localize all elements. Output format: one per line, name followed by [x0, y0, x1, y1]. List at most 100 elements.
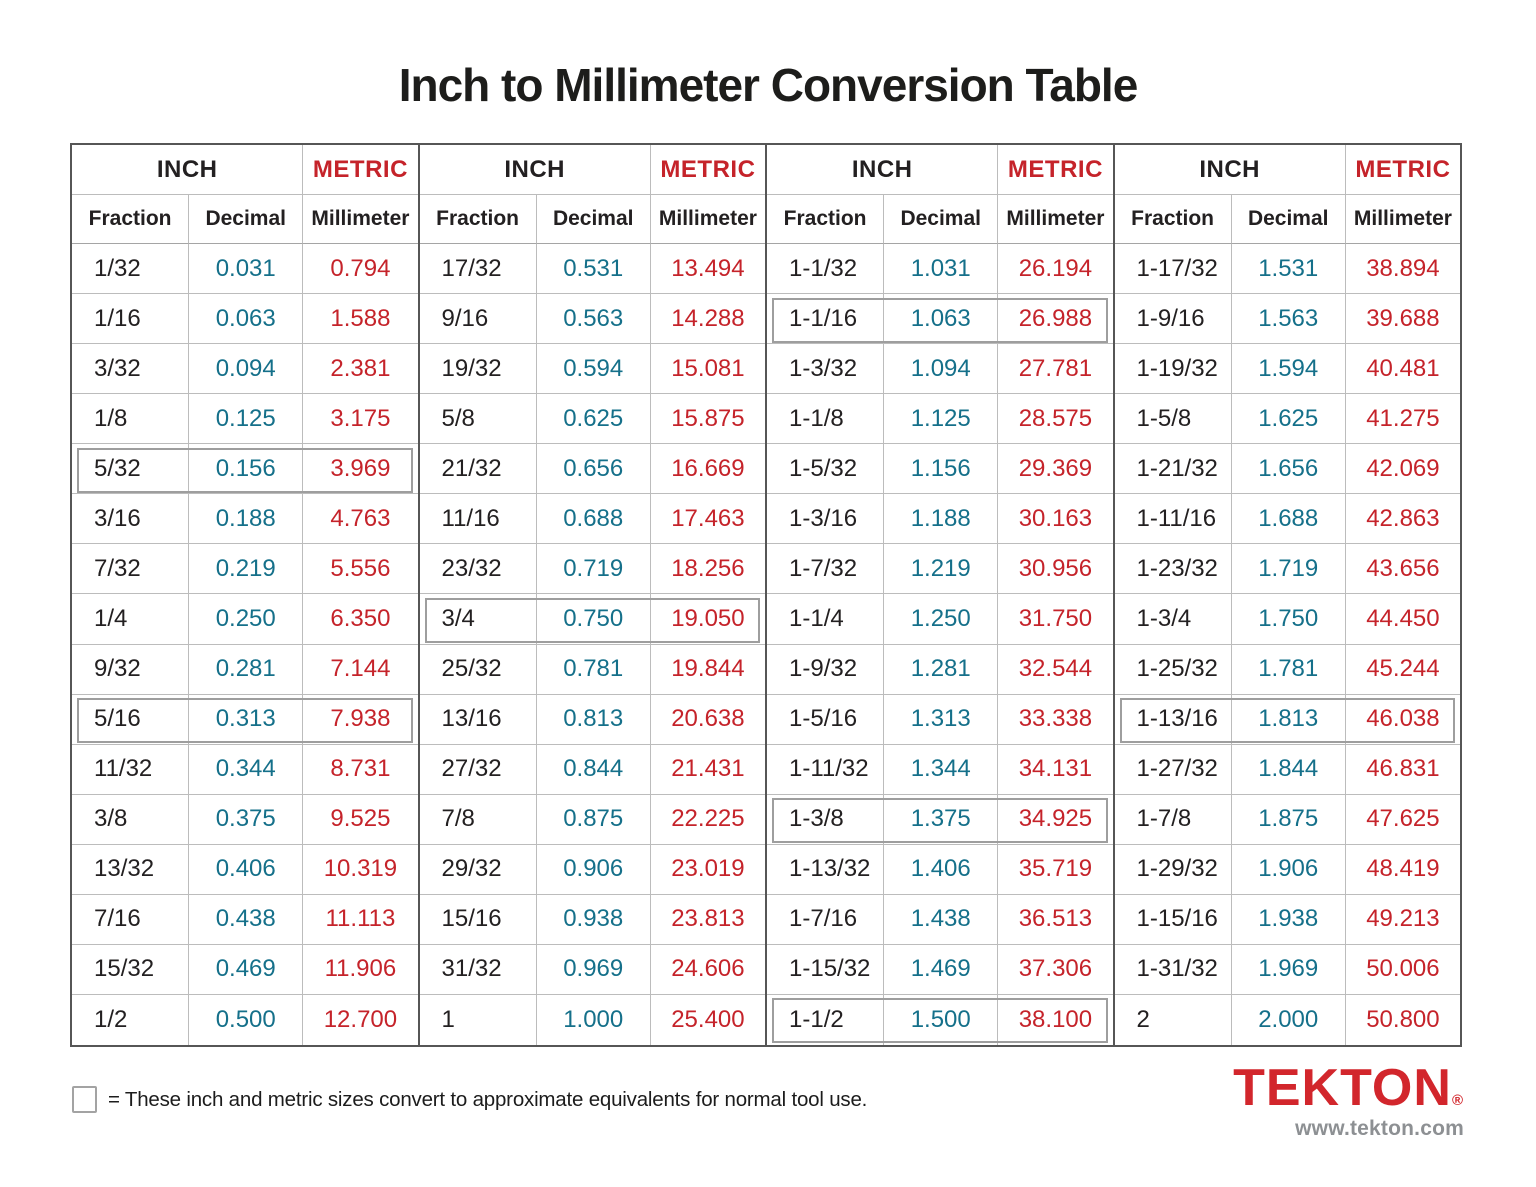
millimeter-cell: 11.113 — [303, 895, 418, 945]
decimal-cell: 0.781 — [536, 644, 651, 695]
decimal-cell: 1.469 — [884, 944, 999, 995]
millimeter-cell: 42.069 — [1345, 444, 1460, 495]
millimeter-cell: 34.925 — [998, 795, 1113, 845]
fraction-cell: 3/16 — [72, 494, 190, 545]
fraction-cell: 1-29/32 — [1114, 844, 1232, 895]
fraction-cell: 11/16 — [419, 494, 537, 545]
fraction-col-header: Fraction — [419, 195, 537, 244]
millimeter-cell: 25.400 — [671, 1005, 745, 1033]
fraction-cell: 1-13/32 — [767, 844, 885, 895]
fraction-cell: 7/16 — [72, 894, 190, 945]
decimal-cell: 0.813 — [536, 694, 651, 745]
millimeter-col-header: Millimeter — [998, 195, 1113, 244]
fraction-cell: 1-9/32 — [767, 644, 885, 695]
millimeter-cell: 21.431 — [650, 745, 765, 795]
fraction-cell: 5/8 — [419, 394, 537, 445]
decimal-cell: 0.688 — [536, 494, 651, 545]
decimal-cell: 1.438 — [884, 894, 999, 945]
fraction-cell: 15/16 — [419, 894, 537, 945]
decimal-cell: 0.156 — [189, 444, 304, 495]
millimeter-cell: 9.525 — [303, 795, 418, 845]
decimal-col-header: Decimal — [884, 195, 999, 244]
fraction-cell: 27/32 — [419, 744, 537, 795]
decimal-cell: 1.594 — [1231, 344, 1346, 395]
fraction-cell: 1/32 — [72, 244, 190, 295]
fraction-cell: 1/16 — [72, 294, 190, 345]
millimeter-cell: 41.275 — [1345, 394, 1460, 445]
millimeter-cell: 8.731 — [303, 745, 418, 795]
decimal-cell: 1.844 — [1231, 744, 1346, 795]
decimal-cell: 1.656 — [1231, 444, 1346, 495]
approx-legend: = These inch and metric sizes convert to… — [72, 1086, 867, 1113]
decimal-cell: 0.250 — [189, 594, 304, 645]
fraction-cell: 1-1/16 — [767, 294, 885, 345]
fraction-cell: 1-3/8 — [767, 794, 885, 845]
decimal-cell: 0.188 — [189, 494, 304, 545]
millimeter-cell: 30.956 — [998, 544, 1113, 595]
metric-header: METRIC — [1345, 145, 1460, 195]
millimeter-cell: 37.306 — [998, 945, 1113, 995]
millimeter-cell: 46.038 — [1345, 695, 1460, 745]
millimeter-cell: 40.481 — [1345, 344, 1460, 395]
decimal-cell: 0.500 — [189, 994, 304, 1045]
millimeter-cell: 15.875 — [650, 394, 765, 445]
inch-header: INCH — [419, 145, 651, 195]
millimeter-cell: 35.719 — [998, 845, 1113, 895]
fraction-cell: 13/16 — [419, 694, 537, 745]
tekton-url: www.tekton.com — [1295, 1117, 1464, 1140]
fraction-cell: 9/16 — [419, 294, 537, 345]
table-group: INCH METRIC Fraction Decimal Millimeter 1/32 0… — [72, 145, 418, 1045]
millimeter-cell: 45.244 — [1345, 645, 1460, 695]
decimal-cell: 0.563 — [536, 294, 651, 345]
fraction-cell: 17/32 — [419, 244, 537, 295]
decimal-cell: 2.000 — [1232, 994, 1346, 1045]
fraction-cell: 2 — [1115, 994, 1232, 1045]
fraction-cell: 1-15/32 — [767, 944, 885, 995]
millimeter-cell: 22.225 — [650, 795, 765, 845]
metric-header: METRIC — [303, 145, 418, 195]
decimal-cell: 1.125 — [884, 394, 999, 445]
decimal-cell: 1.094 — [884, 344, 999, 395]
fraction-cell: 1-3/4 — [1114, 594, 1232, 645]
millimeter-cell: 28.575 — [998, 394, 1113, 445]
millimeter-cell: 20.638 — [650, 695, 765, 745]
metric-header: METRIC — [998, 145, 1113, 195]
millimeter-cell: 18.256 — [650, 544, 765, 595]
decimal-cell: 1.500 — [884, 994, 999, 1045]
millimeter-col-header: Millimeter — [650, 195, 765, 244]
millimeter-col-header: Millimeter — [303, 195, 418, 244]
millimeter-cell: 7.144 — [303, 645, 418, 695]
fraction-cell: 11/32 — [72, 744, 190, 795]
fraction-cell: 1/8 — [72, 394, 190, 445]
decimal-cell: 0.625 — [536, 394, 651, 445]
decimal-cell: 1.781 — [1231, 644, 1346, 695]
fraction-cell: 1-23/32 — [1114, 544, 1232, 595]
decimal-cell: 1.406 — [884, 844, 999, 895]
decimal-cell: 1.156 — [884, 444, 999, 495]
fraction-cell: 1-13/16 — [1114, 694, 1232, 745]
millimeter-cell: 12.700 — [323, 1005, 398, 1033]
millimeter-cell: 48.419 — [1345, 845, 1460, 895]
decimal-cell: 1.969 — [1231, 944, 1346, 995]
decimal-cell: 1.188 — [884, 494, 999, 545]
fraction-cell: 1-1/8 — [767, 394, 885, 445]
decimal-cell: 0.031 — [189, 244, 304, 295]
fraction-cell: 1-7/32 — [767, 544, 885, 595]
decimal-cell: 1.750 — [1231, 594, 1346, 645]
millimeter-cell: 17.463 — [650, 494, 765, 545]
table-group: INCH METRIC Fraction Decimal Millimeter 1-17/… — [1112, 145, 1460, 1045]
millimeter-cell: 10.319 — [303, 845, 418, 895]
fraction-cell: 23/32 — [419, 544, 537, 595]
fraction-cell: 1-1/32 — [767, 244, 885, 295]
fraction-cell: 3/4 — [419, 594, 537, 645]
decimal-cell: 0.469 — [189, 944, 304, 995]
fraction-cell: 1-21/32 — [1114, 444, 1232, 495]
fraction-cell: 1-7/8 — [1114, 794, 1232, 845]
millimeter-cell: 7.938 — [303, 695, 418, 745]
fraction-cell: 1-5/8 — [1114, 394, 1232, 445]
millimeter-cell: 23.813 — [650, 895, 765, 945]
page-title: Inch to Millimeter Conversion Table — [398, 59, 1139, 111]
conversion-table: INCH METRIC Fraction Decimal Millimeter 1/32 0… — [70, 143, 1462, 1047]
millimeter-cell: 27.781 — [998, 344, 1113, 395]
inch-header: INCH — [767, 145, 999, 195]
